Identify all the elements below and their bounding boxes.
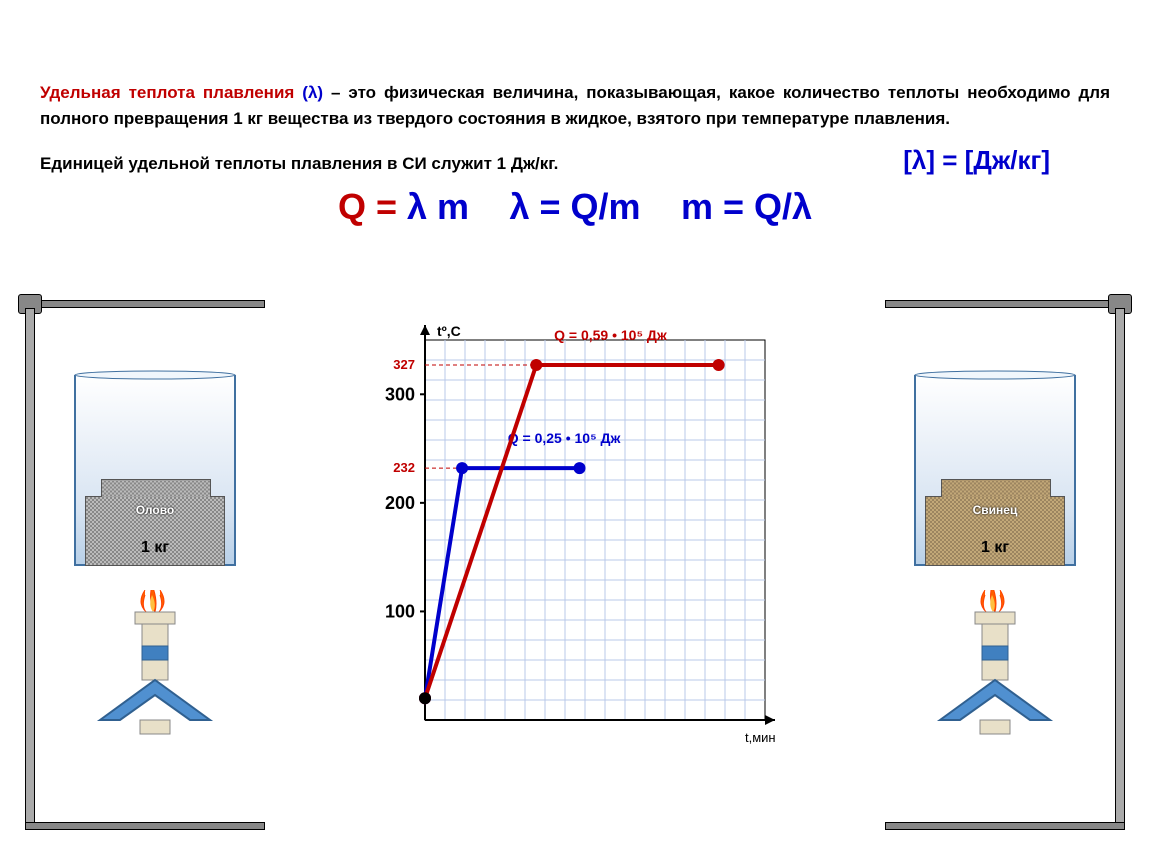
stand-pole <box>1115 308 1125 830</box>
burner-tin <box>90 590 220 815</box>
material-label-tin: Олово <box>86 503 224 517</box>
formula-lambda: λ = Q/m <box>509 186 640 228</box>
formula-q: Q = <box>338 186 407 227</box>
si-unit: [λ] = [Дж/кг] <box>903 145 1050 176</box>
definition-text: Удельная теплота плавления (λ) – это физ… <box>40 80 1110 131</box>
formulas: Q = λ m λ = Q/m m = Q/λ <box>40 186 1110 228</box>
diagram-area: Олово 1 кг <box>0 300 1150 860</box>
material-lead: Свинец 1 кг <box>925 496 1065 566</box>
apparatus-lead: Свинец 1 кг <box>885 300 1125 830</box>
si-text: Единицей удельной теплоты плавления в СИ… <box>40 154 558 174</box>
svg-text:Q = 0,59 • 10⁵ Дж: Q = 0,59 • 10⁵ Дж <box>554 327 668 343</box>
apparatus-tin: Олово 1 кг <box>25 300 265 830</box>
beaker-lead: Свинец 1 кг <box>910 370 1080 570</box>
burner-lead <box>930 590 1060 815</box>
formula-m: m = Q/λ <box>681 186 812 228</box>
svg-text:200: 200 <box>385 493 415 513</box>
svg-text:tº,C: tº,C <box>437 323 461 339</box>
material-top <box>941 479 1051 497</box>
svg-text:100: 100 <box>385 601 415 621</box>
def-lambda: (λ) <box>302 83 323 102</box>
def-term: Удельная теплота плавления <box>40 83 302 102</box>
material-mass-lead: 1 кг <box>926 539 1064 557</box>
svg-text:232: 232 <box>393 460 415 475</box>
material-mass-tin: 1 кг <box>86 539 224 557</box>
stand-top-bar <box>885 300 1125 308</box>
stand-base <box>885 822 1125 830</box>
melting-chart: 100 200 300 232 327 tº,C t,мин Q = 0,25 • 10⁵ Д… <box>365 310 785 760</box>
svg-text:300: 300 <box>385 384 415 404</box>
material-top <box>101 479 211 497</box>
material-tin: Олово 1 кг <box>85 496 225 566</box>
stand-base <box>25 822 265 830</box>
svg-text:Q = 0,25 • 10⁵ Дж: Q = 0,25 • 10⁵ Дж <box>508 430 622 446</box>
beaker-tin: Олово 1 кг <box>70 370 240 570</box>
stand-pole <box>25 308 35 830</box>
svg-text:327: 327 <box>393 357 415 372</box>
formula-lm: λ m <box>407 186 469 227</box>
material-label-lead: Свинец <box>926 503 1064 517</box>
svg-text:t,мин: t,мин <box>745 730 776 745</box>
stand-top-bar <box>25 300 265 308</box>
